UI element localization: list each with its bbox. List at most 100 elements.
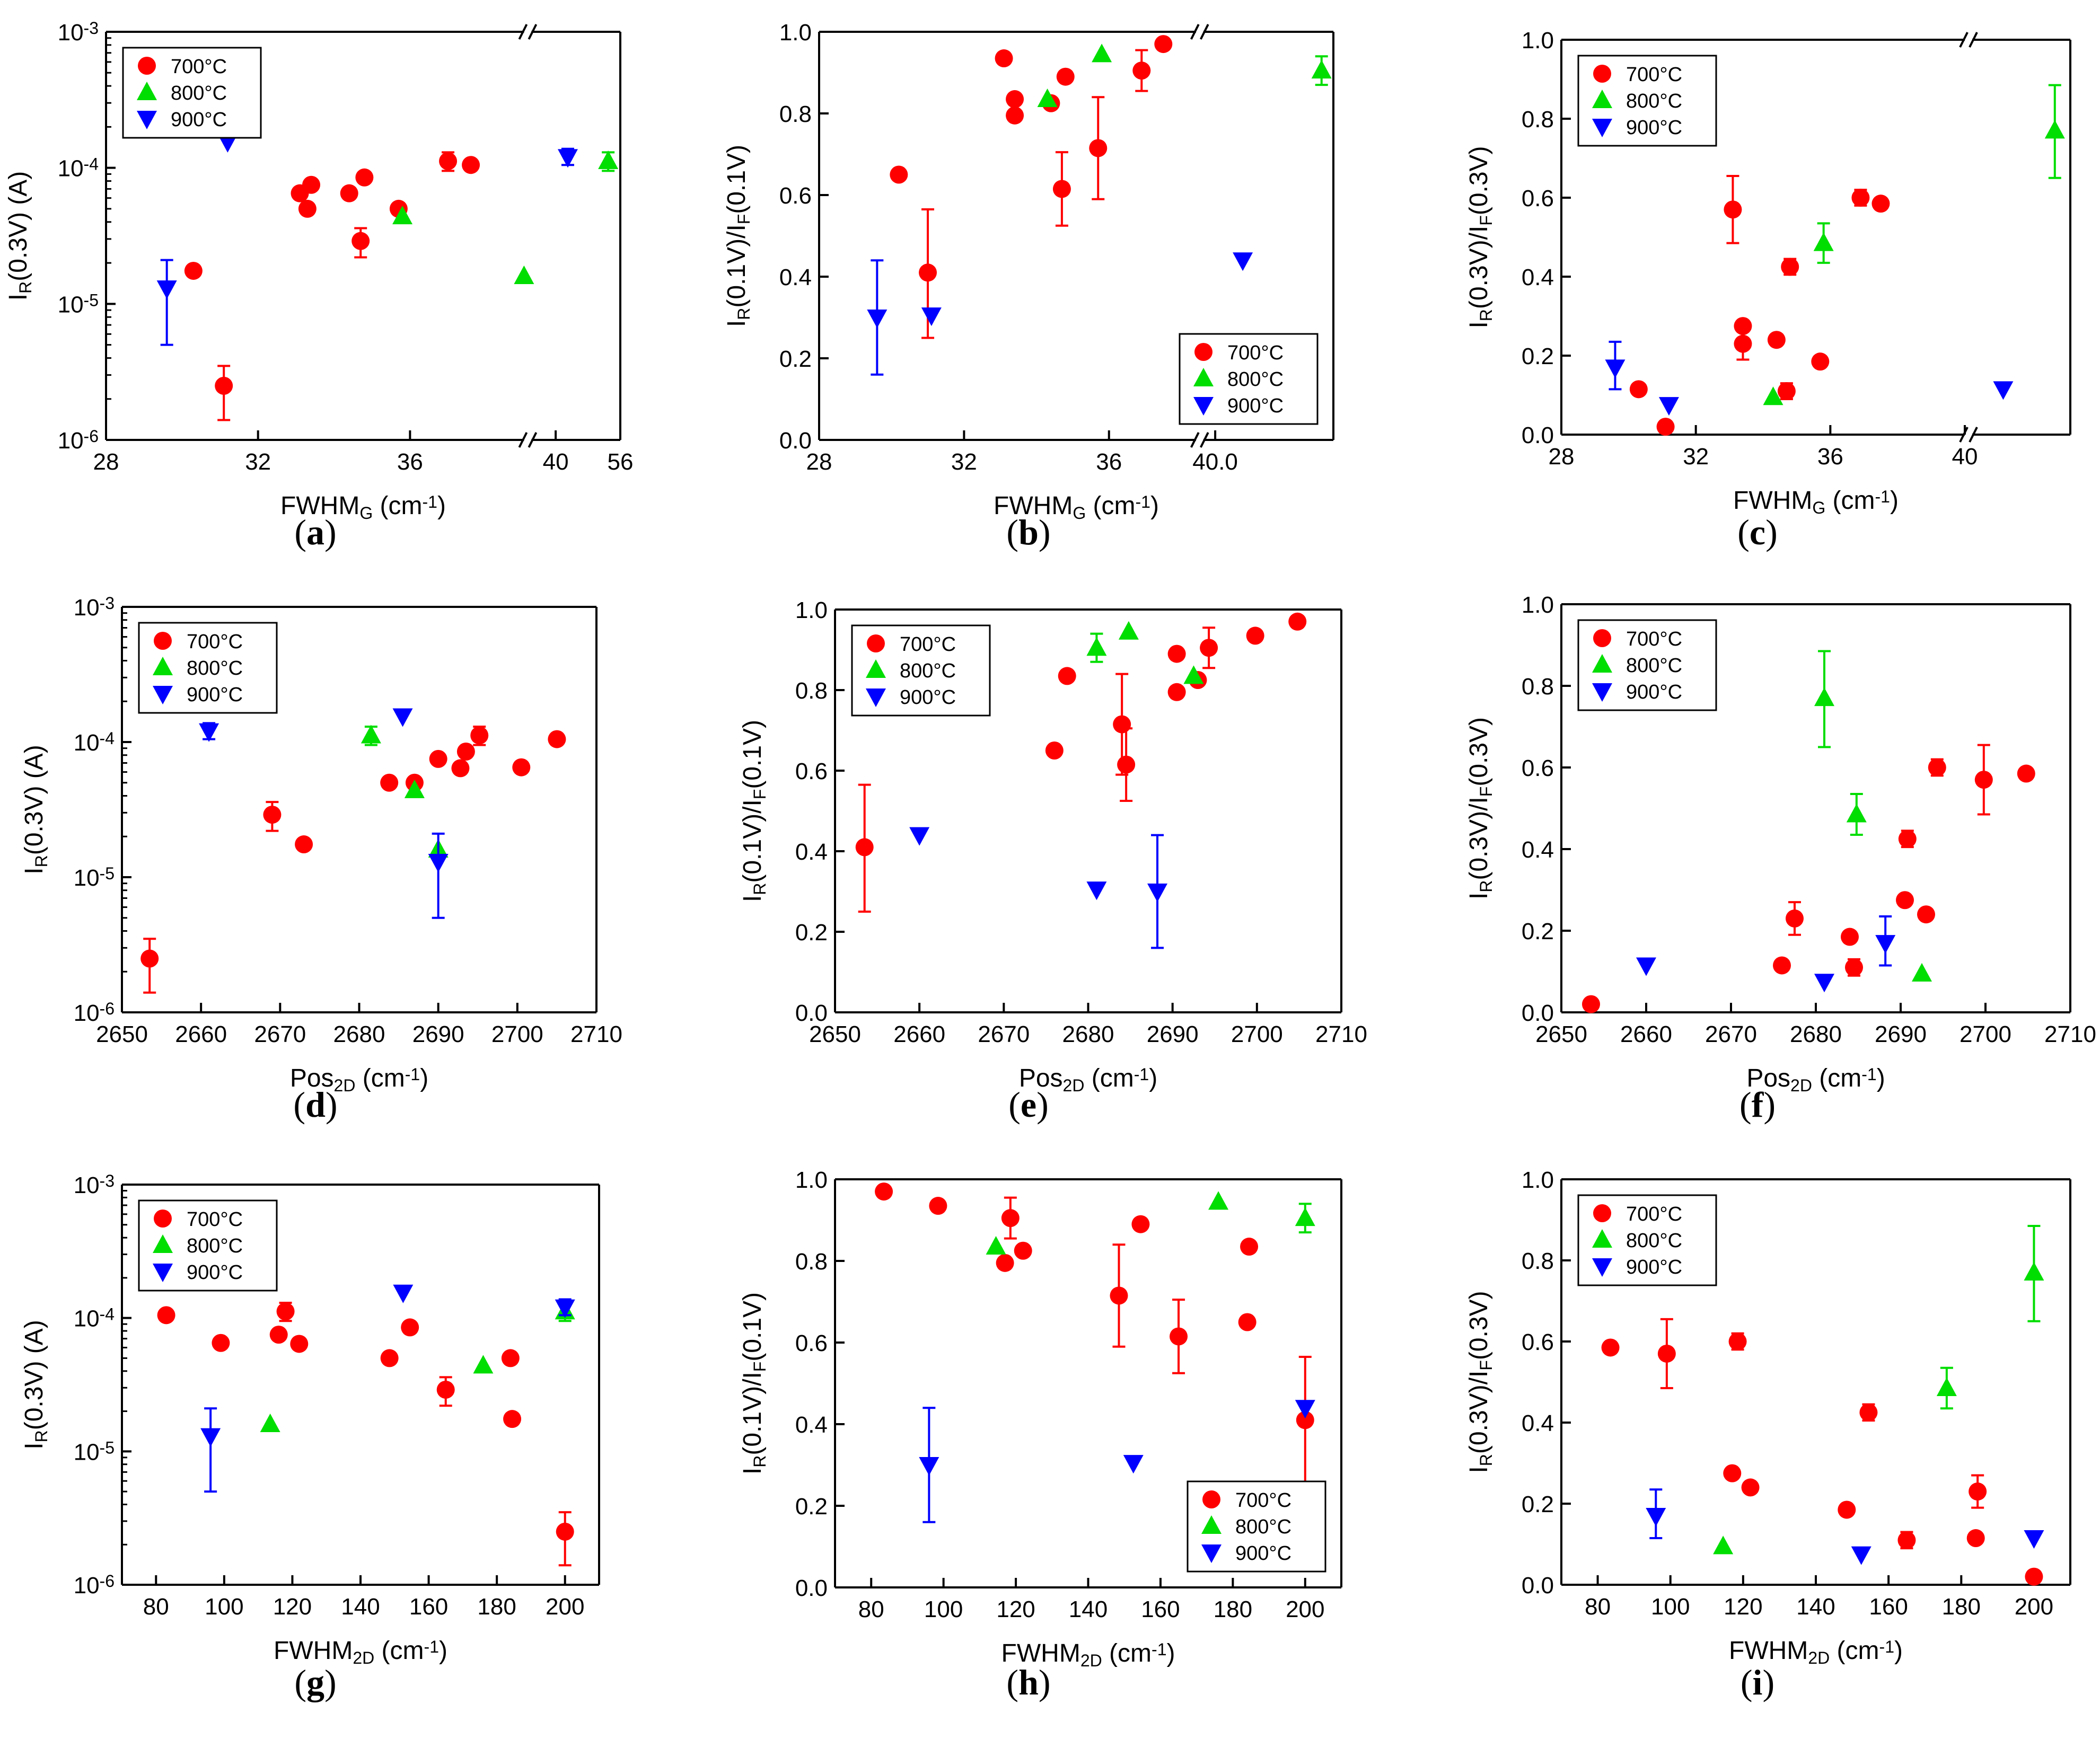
legend-marker	[153, 686, 173, 704]
x-tick-label: 2660	[1620, 1021, 1672, 1047]
data-point	[1724, 200, 1742, 219]
series-800C	[1086, 621, 1204, 684]
chart-panel-g: 10-6 10-5 10-4 10-3 80 100 120 140 160 180 200 FWHM…	[20, 1171, 600, 1667]
data-point	[199, 723, 219, 742]
data-point	[1295, 1400, 1315, 1419]
x-tick-label: 2690	[1147, 1021, 1199, 1047]
legend-label: 900°C	[187, 1261, 243, 1284]
y-tick-label: 0.4	[795, 1412, 828, 1438]
data-point	[1969, 1482, 1987, 1501]
data-point	[1846, 804, 1867, 823]
series-800C	[1814, 650, 1932, 982]
chart-panel-b: 0.0 0.2 0.4 0.6 0.8 1.0 28 32 36 40.0 FWHMG (cm-1)…	[723, 20, 1334, 523]
panel-letter: (f)	[1739, 1084, 1776, 1125]
data-point	[140, 949, 159, 968]
series-900C	[919, 1400, 1315, 1523]
legend-marker	[867, 634, 885, 652]
data-point	[1238, 1313, 1257, 1331]
series-800C	[1037, 43, 1332, 108]
data-point	[1728, 1332, 1747, 1350]
legend-marker	[137, 82, 157, 100]
data-point	[1167, 645, 1186, 663]
axis-break-mark	[518, 24, 538, 40]
x-tick-label: 200	[1286, 1596, 1324, 1622]
data-point	[1056, 67, 1075, 86]
x-tick-label: 180	[1214, 1596, 1252, 1622]
data-point	[1741, 1478, 1760, 1497]
data-point	[1167, 683, 1186, 701]
x-tick-label: 2690	[412, 1021, 464, 1047]
data-point	[1811, 352, 1830, 371]
data-point	[429, 749, 447, 768]
data-point	[473, 1355, 494, 1374]
data-point	[1781, 258, 1799, 276]
data-point	[512, 758, 531, 776]
x-tick-label: 100	[924, 1596, 963, 1622]
x-tick-label: 2710	[1315, 1021, 1367, 1047]
data-point	[200, 1428, 221, 1447]
x-axis-label: FWHM2D (cm-1)	[1001, 1639, 1175, 1670]
series-900C	[1646, 1488, 2044, 1565]
data-point	[269, 1326, 288, 1344]
data-point	[1118, 621, 1139, 640]
x-tick-label: 180	[1942, 1594, 1981, 1620]
series-900C	[1636, 915, 1896, 993]
y-tick-label: 0.2	[1522, 1491, 1554, 1517]
x-tick-label: 2700	[1231, 1021, 1283, 1047]
data-point	[555, 1299, 575, 1318]
legend: 700°C 800°C 900°C	[851, 624, 991, 717]
panel-letter: (g)	[294, 1662, 337, 1702]
y-tick-label: 0.6	[1522, 186, 1554, 211]
data-point	[1974, 771, 1993, 789]
chart-panel-e: 0.0 0.2 0.4 0.6 0.8 1.0 2650 2660 2670 2680 2690 27…	[739, 597, 1367, 1095]
y-tick-label: 0.8	[1522, 107, 1554, 133]
legend-marker	[1592, 90, 1612, 108]
data-point	[1092, 43, 1112, 63]
x-tick-label: 160	[1869, 1594, 1908, 1620]
data-point	[380, 1349, 399, 1367]
data-point	[436, 1380, 455, 1399]
y-tick-label: 0.4	[779, 264, 812, 290]
data-point	[2024, 1261, 2044, 1281]
legend-label: 800°C	[1626, 1230, 1682, 1252]
data-point	[1154, 35, 1173, 54]
y-tick-label: 0.2	[1522, 343, 1554, 369]
y-tick-label: 0.8	[779, 101, 812, 127]
data-point	[1912, 963, 1932, 982]
x-axis-label: FWHMG (cm-1)	[1733, 487, 1899, 517]
legend-marker	[154, 632, 172, 650]
data-point	[1993, 381, 2014, 400]
legend-label: 900°C	[171, 109, 227, 131]
panel-letter: (e)	[1008, 1084, 1049, 1125]
data-point	[451, 759, 470, 778]
legend-marker	[138, 57, 156, 75]
axis-break-mark	[518, 432, 538, 448]
data-point	[1147, 884, 1168, 902]
chart-panel-a: 10-6 10-5 10-4 10-3 28 32 36 40 56 FWHMG (cm-1) IR…	[4, 19, 633, 523]
data-point	[1601, 1338, 1620, 1357]
axis-break-mark	[1190, 432, 1209, 448]
y-tick-label: 1.0	[779, 20, 812, 46]
legend-marker	[1592, 1229, 1612, 1248]
legend-label: 800°C	[187, 1235, 243, 1257]
data-point	[1845, 958, 1863, 977]
data-point	[340, 184, 358, 202]
data-point	[548, 730, 566, 748]
data-point	[1841, 928, 1859, 946]
legend-marker	[1194, 343, 1212, 361]
data-point	[1605, 359, 1625, 378]
data-point	[355, 168, 374, 187]
x-tick-label: 32	[1683, 444, 1709, 470]
legend-marker	[1202, 1490, 1220, 1508]
data-point	[1001, 1209, 1020, 1228]
data-point	[380, 773, 399, 792]
error-bar	[432, 832, 445, 919]
x-tick-label: 32	[951, 449, 977, 475]
panel-letter: (h)	[1006, 1662, 1051, 1702]
legend-label: 900°C	[900, 686, 956, 709]
series-900C	[1605, 340, 2014, 416]
data-point	[2025, 1567, 2043, 1586]
error-bar	[160, 259, 173, 346]
series-900C	[909, 827, 1168, 949]
legend-marker	[1592, 683, 1612, 702]
